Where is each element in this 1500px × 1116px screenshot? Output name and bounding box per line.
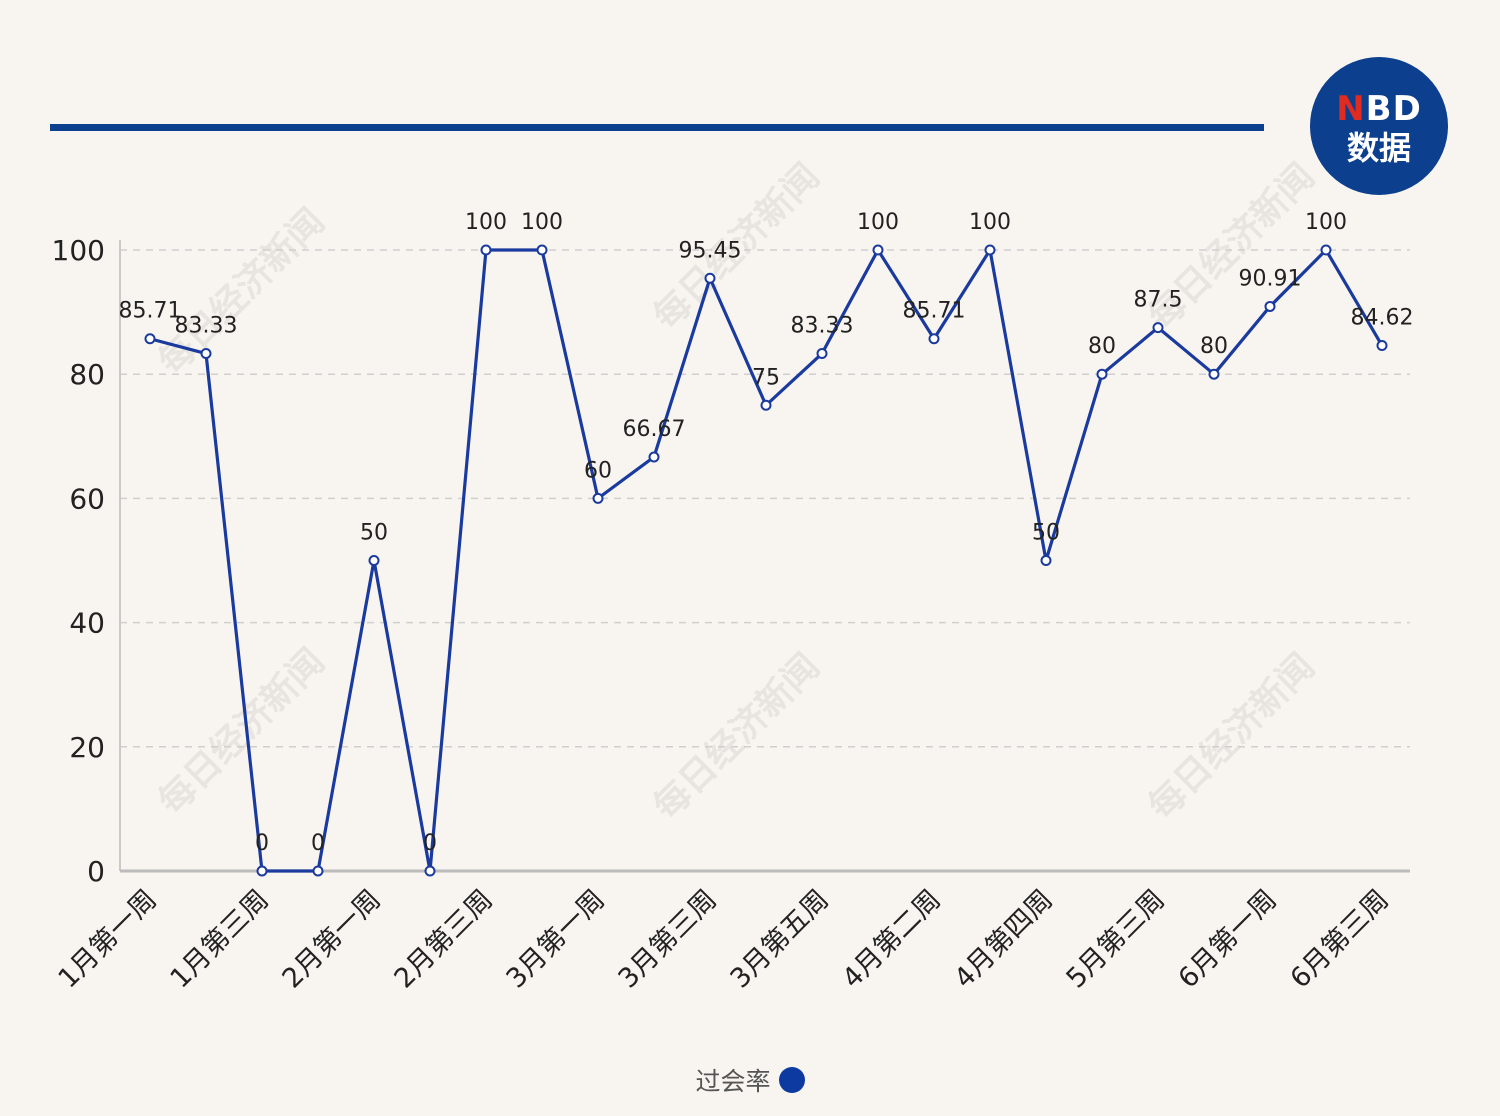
data-label: 95.45 (679, 238, 742, 263)
x-tick-label: 5月第三周 (1061, 884, 1171, 994)
data-point (1208, 368, 1220, 380)
data-point (928, 333, 940, 345)
axes (119, 240, 1410, 873)
data-point (312, 865, 324, 877)
data-label: 100 (857, 210, 899, 235)
legend-label: 过会率 (695, 1067, 771, 1096)
x-tick-label: 4月第二周 (837, 884, 947, 994)
data-label: 100 (969, 210, 1011, 235)
data-point (144, 333, 156, 345)
watermark-text: 每日经济新闻 (151, 201, 333, 383)
data-label: 50 (360, 521, 388, 546)
data-point (480, 244, 492, 256)
data-point (200, 348, 212, 360)
header-accent-bar (50, 124, 1264, 131)
data-label: 85.71 (903, 299, 966, 324)
legend-marker (778, 1067, 805, 1093)
data-point (872, 244, 884, 256)
series-layer (144, 244, 1388, 877)
data-point (536, 244, 548, 256)
data-point (424, 865, 436, 877)
data-point (368, 555, 380, 566)
data-label: 0 (255, 831, 269, 856)
logo-subtitle: 数据 (1346, 129, 1411, 167)
data-label: 87.5 (1134, 288, 1183, 313)
x-tick-label: 6月第三周 (1285, 884, 1395, 994)
logo-letter-n: N (1336, 89, 1366, 129)
data-label: 75 (752, 365, 780, 390)
data-label: 83.33 (175, 314, 238, 339)
x-tick-label: 4月第四周 (949, 884, 1059, 994)
data-label: 83.33 (791, 314, 854, 339)
x-tick-label: 3月第三周 (613, 884, 723, 994)
x-tick-label: 3月第五周 (725, 884, 835, 994)
data-point (1040, 555, 1052, 566)
data-label: 100 (465, 210, 507, 235)
data-point (1264, 300, 1276, 312)
y-tick-label: 40 (69, 607, 105, 640)
logo-letters-bd: BD (1365, 89, 1422, 129)
x-tick-label: 6月第一周 (1173, 884, 1283, 994)
y-tick-label: 0 (87, 855, 105, 888)
data-point (648, 451, 660, 463)
grid-lines (120, 249, 1410, 748)
x-tick-label: 1月第三周 (165, 884, 275, 994)
x-tick-label: 1月第一周 (53, 884, 163, 994)
y-tick-label: 80 (69, 358, 105, 391)
data-point (256, 865, 268, 877)
data-point (1152, 322, 1164, 334)
data-label: 85.71 (119, 299, 182, 324)
data-label: 100 (1305, 210, 1347, 235)
data-label: 0 (311, 831, 325, 856)
watermark-text: 每日经济新闻 (151, 641, 333, 823)
data-point (592, 492, 604, 504)
watermark-text: 每日经济新闻 (1141, 646, 1323, 828)
x-tick-label: 2月第三周 (389, 884, 499, 994)
legend: 过会率 (0, 1062, 1500, 1098)
x-tick-labels: 1月第一周 1月第三周 2月第一周 2月第三周 3月第一周 3月第三周 3月第五周 4月第二周… (53, 884, 1395, 994)
data-label: 66.67 (623, 417, 686, 442)
x-tick-label: 3月第一周 (501, 884, 611, 994)
data-label: 80 (1200, 334, 1228, 359)
data-point (760, 399, 772, 411)
y-tick-label: 100 (52, 234, 105, 267)
data-label: 50 (1032, 521, 1060, 546)
data-point (704, 272, 716, 284)
y-tick-label: 60 (69, 482, 105, 515)
data-label: 84.62 (1351, 306, 1414, 331)
data-point (1376, 340, 1388, 352)
data-point (1096, 368, 1108, 380)
x-tick-label: 2月第一周 (277, 884, 387, 994)
data-point (1320, 244, 1332, 256)
data-label: 100 (521, 210, 563, 235)
data-label: 0 (423, 831, 437, 856)
data-point (984, 244, 996, 256)
watermark-text: 每日经济新闻 (646, 646, 828, 828)
y-tick-labels: 0 20 40 60 80 100 (52, 234, 105, 888)
y-tick-label: 20 (69, 731, 105, 764)
data-label: 60 (584, 458, 612, 483)
data-point (816, 348, 828, 360)
data-label: 90.91 (1239, 266, 1302, 291)
data-label: 80 (1088, 334, 1116, 359)
nbd-logo: NBD 数据 (1310, 57, 1448, 195)
